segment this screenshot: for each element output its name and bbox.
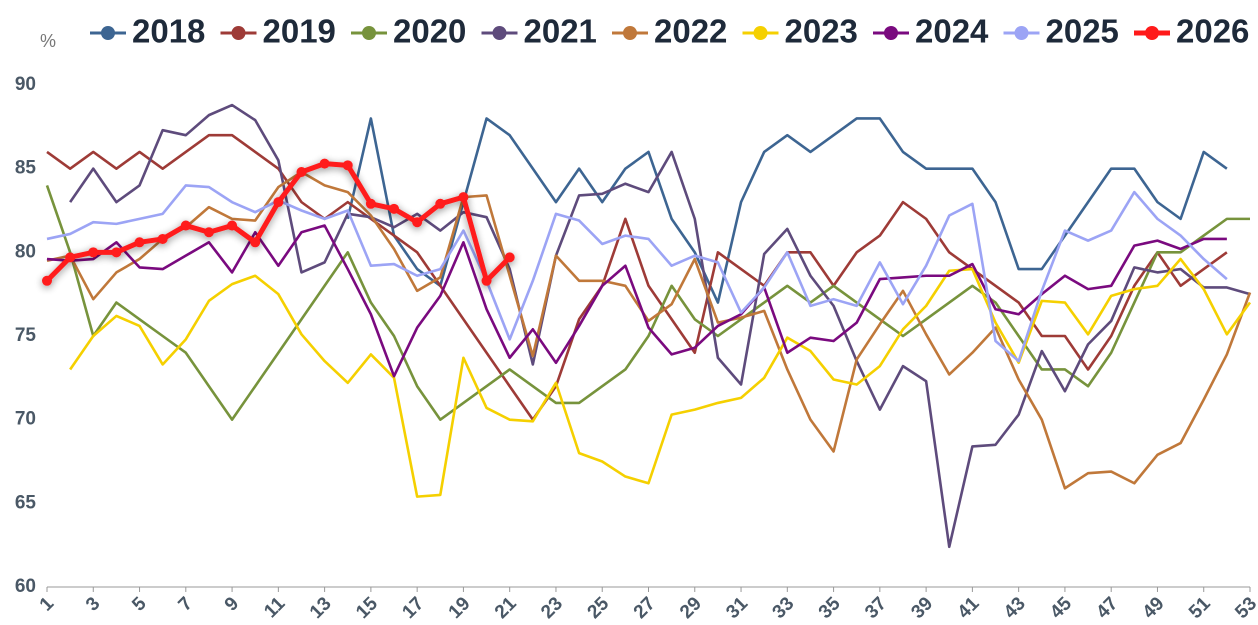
legend-marker [231, 26, 246, 40]
point [203, 227, 214, 238]
point [504, 252, 515, 263]
series-line [45, 184, 1250, 421]
y-tick-label: 90 [15, 74, 36, 95]
legend-marker [1014, 26, 1029, 40]
point [180, 220, 191, 231]
point [273, 197, 284, 208]
x-tick-label: 17 [398, 593, 428, 623]
series-line [69, 257, 1252, 498]
x-tick-label: 19 [445, 593, 475, 623]
series [346, 117, 1228, 304]
series-line [346, 117, 1228, 304]
point [157, 233, 168, 244]
x-tick-label: 53 [1231, 593, 1258, 623]
point [250, 237, 261, 248]
series [46, 133, 1228, 421]
legend-marker [623, 26, 637, 40]
legend-marker [884, 26, 898, 40]
x-tick-label: 51 [1185, 593, 1215, 623]
x-tick-label: 45 [1046, 593, 1076, 623]
legend-label: 2022 [654, 13, 727, 50]
x-tick-label: 3 [82, 593, 104, 615]
x-tick-label: 47 [1092, 593, 1122, 623]
point [365, 198, 376, 209]
x-tick-label: 21 [491, 593, 521, 623]
x-tick-label: 49 [1139, 593, 1169, 623]
series-line [46, 170, 1252, 490]
legend-label: 2019 [263, 13, 336, 50]
legend-marker [492, 26, 507, 40]
legend-label: 2021 [524, 13, 597, 50]
point [227, 220, 238, 231]
x-tick-label: 25 [584, 593, 614, 623]
point [319, 158, 330, 169]
x-tick-label: 41 [954, 593, 984, 623]
x-tick-label: 37 [861, 593, 891, 623]
point [481, 275, 492, 286]
series-line [46, 224, 1227, 378]
legend-marker [753, 26, 768, 40]
series-line [45, 161, 512, 284]
series [46, 170, 1252, 490]
y-tick-label: 75 [15, 325, 37, 346]
point [111, 247, 122, 258]
legend-label: 2023 [785, 13, 858, 50]
y-tick-label: 70 [15, 409, 36, 430]
x-tick-label: 1 [36, 593, 59, 616]
series [42, 158, 515, 286]
y-tick-label: 65 [15, 492, 37, 513]
x-tick-label: 39 [907, 593, 937, 623]
x-tick-label: 9 [221, 593, 243, 615]
legend-marker [101, 26, 115, 40]
y-tick-label: 60 [15, 576, 36, 597]
point [88, 247, 99, 258]
x-tick-label: 27 [630, 593, 660, 623]
series-line [46, 133, 1228, 421]
series [69, 257, 1252, 498]
legend-marker [1145, 26, 1159, 40]
x-tick-label: 33 [769, 593, 799, 623]
point [65, 252, 76, 263]
x-tick-label: 31 [722, 593, 752, 623]
series [46, 224, 1227, 378]
legend-label: 2026 [1176, 13, 1249, 50]
x-tick-label: 15 [352, 593, 382, 623]
point [412, 217, 423, 228]
point [389, 203, 400, 214]
point [342, 160, 353, 171]
legend-label: 2025 [1046, 13, 1119, 50]
point [42, 275, 52, 286]
point [296, 167, 307, 178]
y-tick-label: 85 [15, 158, 37, 179]
x-tick-label: 11 [260, 593, 289, 622]
x-tick-label: 13 [306, 593, 336, 623]
y-unit: % [40, 31, 56, 51]
legend-marker [362, 26, 376, 40]
series-line [69, 103, 1251, 549]
x-tick-label: 29 [676, 593, 706, 623]
legend-label: 2024 [915, 13, 989, 50]
series-line [46, 184, 1228, 363]
x-tick-label: 23 [537, 593, 567, 623]
series [45, 184, 1250, 421]
series [46, 184, 1228, 363]
x-tick-label: 43 [1000, 593, 1030, 623]
legend-label: 2018 [132, 13, 205, 50]
legend-label: 2020 [393, 13, 466, 50]
x-tick-label: 7 [175, 593, 197, 615]
x-tick-label: 35 [815, 593, 845, 623]
point [435, 198, 446, 209]
point [458, 192, 469, 203]
point [134, 237, 145, 248]
x-tick-label: 5 [128, 593, 151, 616]
y-tick-label: 80 [15, 241, 36, 262]
series [69, 103, 1251, 549]
